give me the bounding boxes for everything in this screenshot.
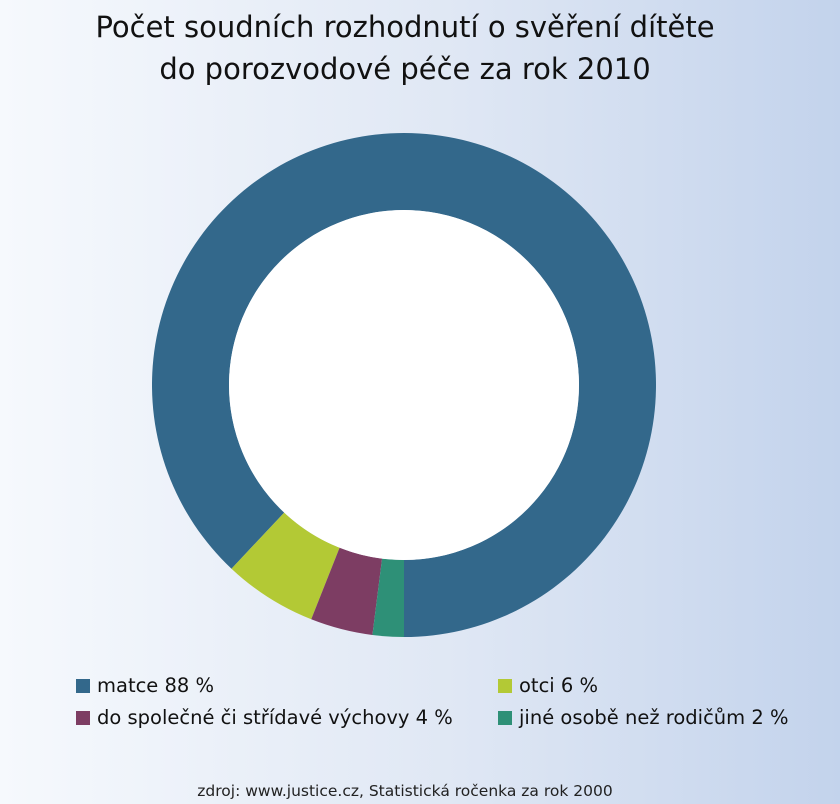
source-note: zdroj: www.justice.cz, Statistická ročen… <box>197 782 613 800</box>
chart-title: Počet soudních rozhodnutí o svěření dítě… <box>0 6 810 90</box>
donut-slice-otci <box>231 512 340 620</box>
legend-item-otci: otci 6 % <box>498 674 598 697</box>
legend-label-spolecna-vychova: do společné či střídavé výchovy 4 % <box>97 706 453 729</box>
legend-item-matce: matce 88 % <box>76 674 214 697</box>
donut-hole <box>229 210 579 560</box>
donut-chart <box>152 133 656 637</box>
legend-label-otci: otci 6 % <box>519 674 599 697</box>
legend-item-spolecna-vychova: do společné či střídavé výchovy 4 % <box>76 706 453 729</box>
donut-slice-spolecna-vychova <box>311 547 383 636</box>
donut-slice-matce <box>152 133 656 637</box>
legend-swatch-spolecna-vychova <box>76 710 90 725</box>
chart-title-line-2: do porozvodové péče za rok 2010 <box>159 52 651 86</box>
chart-title-line-1: Počet soudních rozhodnutí o svěření dítě… <box>95 10 715 44</box>
legend-swatch-otci <box>498 678 512 693</box>
legend-label-matce: matce 88 % <box>97 674 215 697</box>
legend-item-jine-osobe: jiné osobě než rodičům 2 % <box>498 706 789 729</box>
legend-swatch-matce <box>76 678 90 693</box>
donut-slice-jine-osobe <box>372 558 404 637</box>
legend-swatch-jine-osobe <box>498 710 512 725</box>
legend-label-jine-osobe: jiné osobě než rodičům 2 % <box>519 706 789 729</box>
